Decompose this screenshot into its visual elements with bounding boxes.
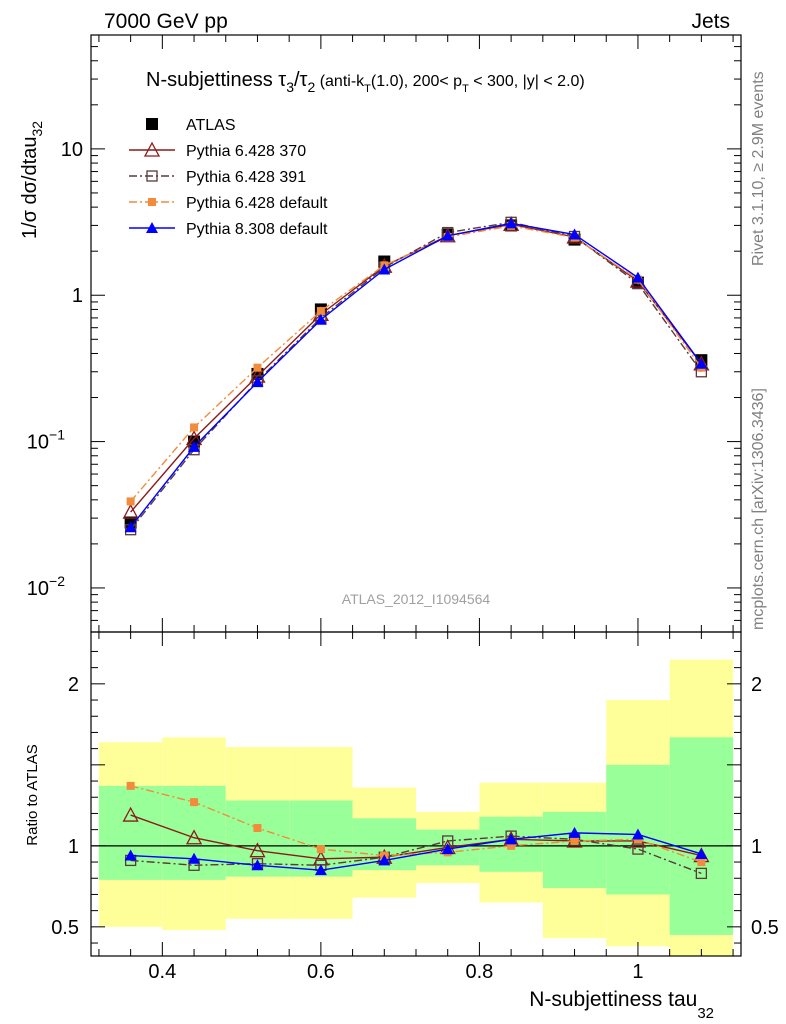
main-series-point [316, 307, 325, 316]
main-series-point [188, 440, 201, 452]
title-sub2: 2 [307, 79, 315, 95]
ratio-series-point [695, 847, 708, 859]
main-series-point [695, 357, 708, 369]
title-tail1: (anti-k [315, 73, 365, 90]
legend-label: Pythia 6.428 default [186, 195, 328, 212]
ratio-series-point [378, 854, 391, 866]
ratio-series-point [632, 843, 644, 855]
title-tail3: < 300, |y| < 2.0) [469, 73, 585, 90]
ratio-series-point [570, 836, 579, 845]
ratio-series-line-0 [130, 814, 702, 860]
main-series-line-4 [130, 222, 702, 528]
y-tick-label: 1 [72, 285, 83, 307]
main-series-point [253, 363, 262, 372]
analysis-id: ATLAS_2012_I1094564 [342, 591, 491, 607]
ratio-series-point [188, 852, 201, 864]
xlabel: N-subjettiness tau32 [529, 988, 714, 1022]
main-series-line-2 [130, 221, 702, 531]
legend-label: Pythia 6.428 391 [186, 169, 306, 186]
ratio-series-point [122, 806, 139, 822]
ratio-series-point [631, 828, 644, 840]
legend-marker [148, 198, 156, 206]
main-series-point [505, 217, 518, 229]
x-tick-label: 0.6 [307, 961, 335, 983]
main-series-point [122, 503, 139, 519]
main-title: N-subjettiness τ3/τ2 (anti-kT(1.0), 200<… [146, 69, 585, 95]
legend-label: Pythia 8.308 default [186, 221, 328, 238]
ratio-y-tick-label-left: 2 [68, 674, 79, 696]
main-series-point [314, 313, 327, 325]
ratio-series-point [253, 824, 262, 833]
x-tick-label: 0.4 [148, 961, 176, 983]
ratio-series-line-2 [130, 785, 702, 863]
ratio-series-point [126, 781, 135, 790]
title-sub1: 3 [286, 79, 294, 95]
title-tail-sub: T [364, 83, 371, 95]
main-series-line-1 [130, 223, 702, 513]
main-series-point [251, 376, 264, 388]
main-ylabel: 1/σ dσ/dtau32 [19, 121, 45, 239]
ratio-y-tick-label-left: 0.5 [51, 917, 79, 939]
x-tick-label: 1 [632, 961, 643, 983]
ratio-series-point [441, 843, 454, 855]
ratio-ylabel: Ratio to ATLAS [24, 744, 41, 845]
green-band-bin [98, 785, 163, 880]
ratio-y-tick-label-right: 0.5 [751, 917, 779, 939]
ratio-series-point [185, 829, 203, 845]
main-series-point [441, 229, 454, 241]
y-tick-label: 10 [61, 139, 83, 161]
legend-marker [146, 222, 158, 233]
main-series-point [568, 228, 581, 240]
y-tick-label: 10−1 [27, 427, 65, 454]
legend: ATLAS Pythia 6.428 370 Pythia 6.428 391 Pyt… [129, 117, 328, 238]
ratio-series-point [695, 867, 708, 880]
legend-marker [143, 141, 161, 157]
ratio-y-tick-label-left: 1 [68, 836, 79, 858]
header-right-label: Jets [691, 10, 730, 33]
title-main: N-subjettiness τ [146, 69, 286, 91]
main-series-point [124, 521, 137, 533]
legend-marker [146, 118, 158, 130]
green-band-bin [289, 800, 353, 877]
ratio-series-point [697, 858, 706, 867]
main-series-point [631, 271, 644, 283]
main-series-point [190, 423, 199, 432]
green-band-bin [542, 811, 607, 888]
ratio-y-tick-label-right: 2 [751, 674, 762, 696]
main-series-point [126, 497, 135, 506]
ratio-panel: 0.4 0.6 0.8 1 0.5 0.5 1 1 2 2 [51, 631, 779, 983]
ratio-series-point [568, 826, 581, 838]
main-series-point [378, 263, 391, 275]
legend-label: Pythia 6.428 370 [186, 143, 306, 160]
ratio-series-point [507, 841, 516, 850]
ratio-series-point [190, 798, 199, 807]
y-tick-label: 10−2 [27, 573, 65, 600]
green-band-bin [669, 737, 734, 935]
main-panel: 10−2 10−1 1 10 [27, 34, 742, 633]
ratio-series-point [124, 849, 137, 861]
x-tick-label: 0.8 [466, 961, 494, 983]
title-tail-sub2: T [462, 83, 469, 95]
rivet-label: Rivet 3.1.10, ≥ 2.9M events [750, 71, 767, 266]
ratio-series-point [251, 859, 264, 871]
legend-label: ATLAS [186, 117, 236, 134]
ratio-series-point [316, 845, 325, 854]
title-mid: /τ [294, 69, 308, 91]
ratio-series-line-3 [130, 832, 702, 871]
ratio-series-point [314, 864, 327, 876]
ratio-series-point [505, 833, 518, 845]
mcplots-label: mcplots.cern.ch [arXiv:1306.3436] [750, 388, 767, 630]
legend-marker [146, 170, 158, 182]
header-left-label: 7000 GeV pp [104, 10, 228, 33]
title-tail2: (1.0), 200< p [371, 73, 462, 90]
ratio-y-tick-label-right: 1 [751, 836, 762, 858]
ratio-series-point [249, 842, 266, 858]
